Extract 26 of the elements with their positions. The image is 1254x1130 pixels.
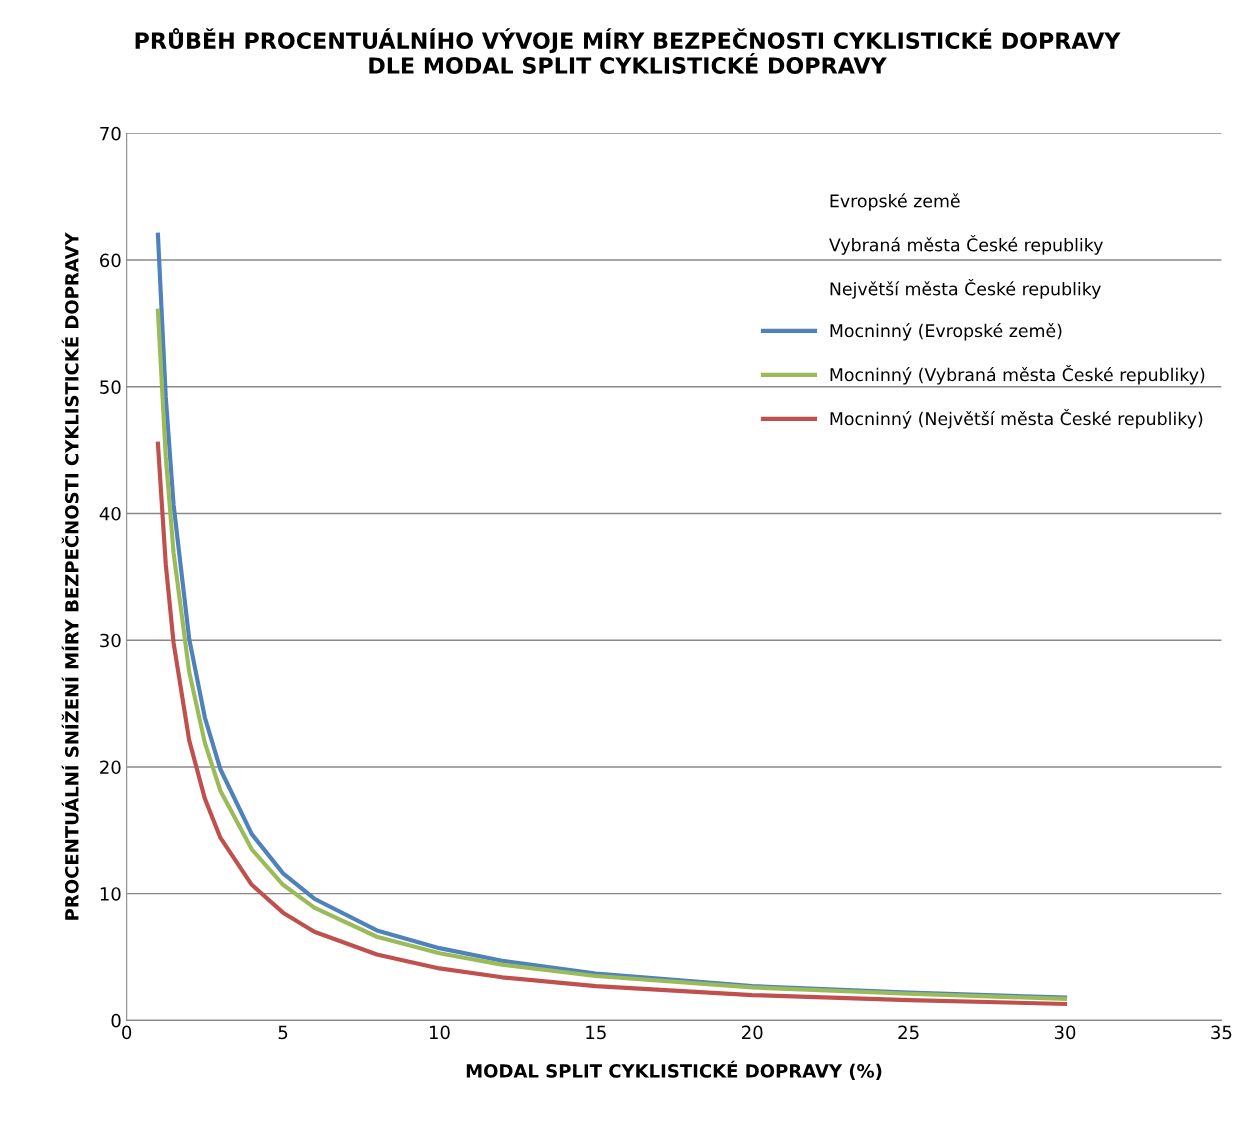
x-tick-label: 0 [122,1025,132,1040]
legend-label: Mocninný (Vybraná města České republiky) [830,364,1205,385]
x-axis-title: MODAL SPLIT CYKLISTICKÉ DOPRAVY (%) [466,1060,882,1080]
legend-label: Mocninný (Evropské země) [830,323,1062,341]
annotation: Evropské země [830,193,960,211]
annotation: Největší města České republiky [830,279,1101,299]
y-tick-label: 60 [100,253,121,268]
line-series [155,441,1068,1007]
chart-title: PRŮBĚH PROCENTUÁLNÍHO VÝVOJE MÍRY BEZPEČNOSTI CYKLISTICKÉ DOPRAVY DLE MODAL SPLIT CYKLISTICKÉ DOPRAVY [135,28,1121,74]
x-tick-label: 35 [1211,1025,1232,1040]
x-tick-label: 25 [898,1025,919,1040]
y-tick-label: 20 [100,760,121,775]
y-tick-label: 30 [100,633,121,648]
y-tick-label: 0 [111,1013,121,1028]
x-tick-label: 20 [742,1025,763,1040]
x-tick-label: 5 [278,1025,288,1040]
annotation: Vybraná města České republiky [829,235,1103,255]
x-tick-label: 15 [586,1025,606,1040]
legend-label: Mocninný (Největší města České republiky) [830,408,1203,429]
y-tick-label: 50 [100,380,121,394]
y-tick-label: 70 [100,126,121,141]
y-tick-label: 10 [100,887,121,901]
x-tick-label: 10 [429,1025,450,1040]
y-axis-title: PROCENTUÁLNÍ SNÍŽENÍ MÍRY BEZPEČNOSTI CYKLISTICKÉ DOPRAVY [61,232,79,920]
y-tick-label: 40 [99,506,121,521]
x-tick-label: 30 [1054,1025,1076,1040]
